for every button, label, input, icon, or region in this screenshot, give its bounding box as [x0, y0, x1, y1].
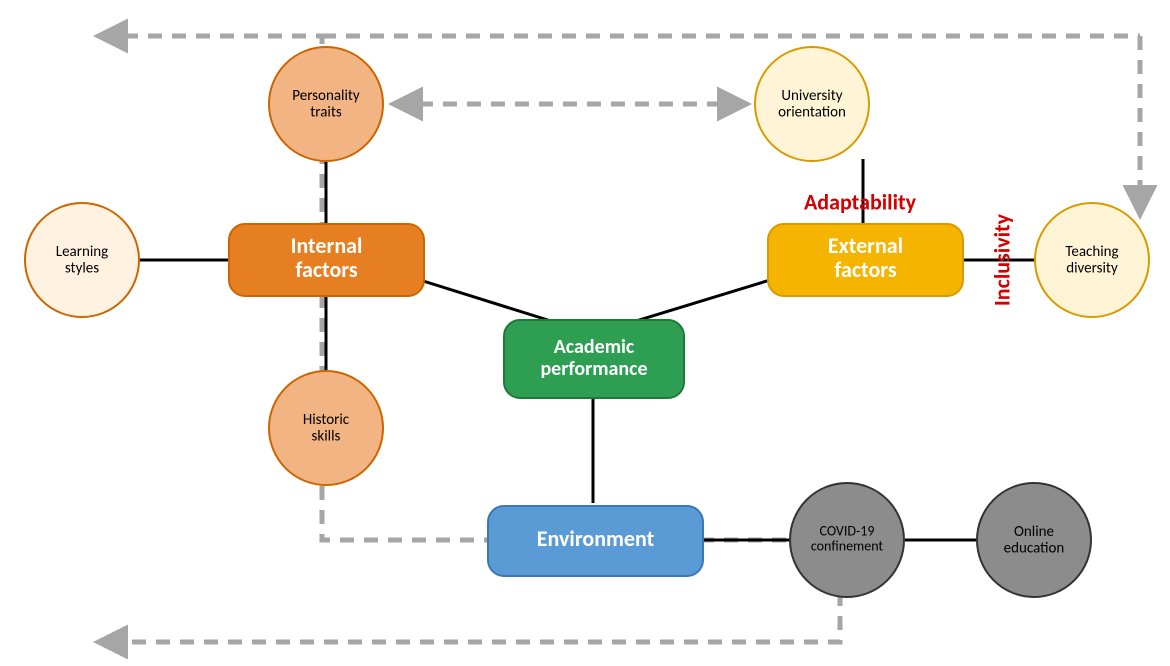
covid-node: COVID-19confinement	[790, 483, 904, 597]
teaching-label: Teachingdiversity	[1065, 242, 1118, 277]
internal-label: Internalfactors	[291, 232, 363, 283]
university-label: Universityorientation	[778, 86, 846, 121]
external-label: Externalfactors	[828, 232, 903, 283]
online-node: Onlineeducation	[977, 483, 1091, 597]
inclusivity-annotation: Inclusivity	[988, 213, 1015, 306]
dashed-border	[100, 36, 840, 642]
internal-node: Internalfactors	[229, 224, 424, 296]
learning-node: Learningstyles	[25, 203, 139, 317]
teaching-node: Teachingdiversity	[1035, 203, 1149, 317]
personality-node: Personalitytraits	[269, 47, 383, 161]
external-node: Externalfactors	[768, 224, 963, 296]
adaptability-annotation: Adaptability	[804, 188, 917, 215]
academic-label: Academicperformance	[540, 335, 647, 381]
historic-node: Historicskills	[269, 371, 383, 485]
covid-label: COVID-19confinement	[811, 523, 884, 555]
university-node: Universityorientation	[755, 47, 869, 161]
academic-node: Academicperformance	[504, 320, 684, 398]
environment-label: Environment	[537, 525, 655, 552]
diagram-canvas: Internalfactors Externalfactors Academicpe…	[0, 0, 1170, 666]
environment-node: Environment	[488, 506, 703, 576]
